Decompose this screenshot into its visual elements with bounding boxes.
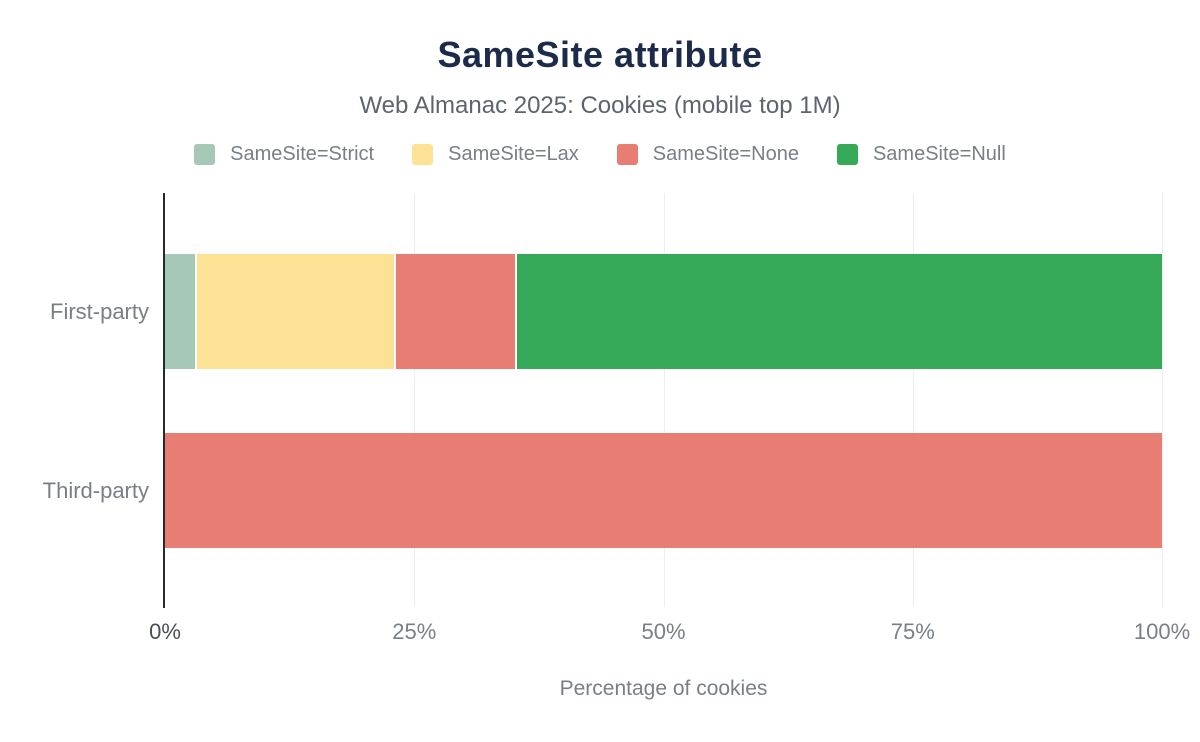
legend-label: SameSite=Lax [448, 143, 579, 165]
bar-row [165, 433, 1162, 548]
x-tick-label: 25% [392, 619, 437, 644]
gridline [663, 193, 665, 607]
legend-swatch-icon [412, 144, 434, 165]
x-tick-label: 50% [641, 619, 686, 644]
legend-swatch-icon [616, 144, 638, 165]
plot-area: Percentage of cookies 0% 25% 50% 75% 100% Fir… [43, 193, 1190, 700]
bar-row [165, 254, 1162, 369]
chart-title: SameSite attribute [437, 34, 763, 75]
bar-segment[interactable] [165, 254, 197, 369]
legend-item-4: SameSite=Null [836, 143, 1006, 166]
bar-segment[interactable] [516, 254, 1162, 369]
x-axis-label: Percentage of cookies [559, 677, 768, 700]
legend-label: SameSite=Null [872, 143, 1006, 165]
gridline [414, 193, 416, 607]
bar-segment[interactable] [196, 254, 397, 369]
legend: SameSite=Strict SameSite=Lax SameSite=None… [0, 143, 1200, 166]
bar-segment[interactable] [396, 254, 517, 369]
category-label: Third-party [42, 477, 149, 503]
legend-label: SameSite=Strict [230, 143, 375, 165]
gridline [1162, 193, 1163, 607]
legend-item-3: SameSite=None [616, 143, 799, 166]
gridline [912, 193, 914, 607]
legend-swatch-icon [194, 144, 216, 165]
legend-swatch-icon [836, 144, 858, 165]
x-tick-label: 0% [149, 619, 181, 644]
legend-item-1: SameSite=Strict [194, 143, 374, 166]
legend-label: SameSite=None [652, 143, 799, 165]
x-tick-label: 100% [1133, 619, 1191, 644]
bar-segment[interactable] [165, 433, 1162, 548]
category-label: First-party [50, 298, 149, 324]
x-tick-label: 75% [890, 619, 935, 644]
chart-subtitle: Web Almanac 2025: Cookies (mobile top 1M… [359, 92, 841, 119]
y-axis-line [163, 193, 165, 608]
legend-item-2: SameSite=Lax [412, 143, 579, 166]
